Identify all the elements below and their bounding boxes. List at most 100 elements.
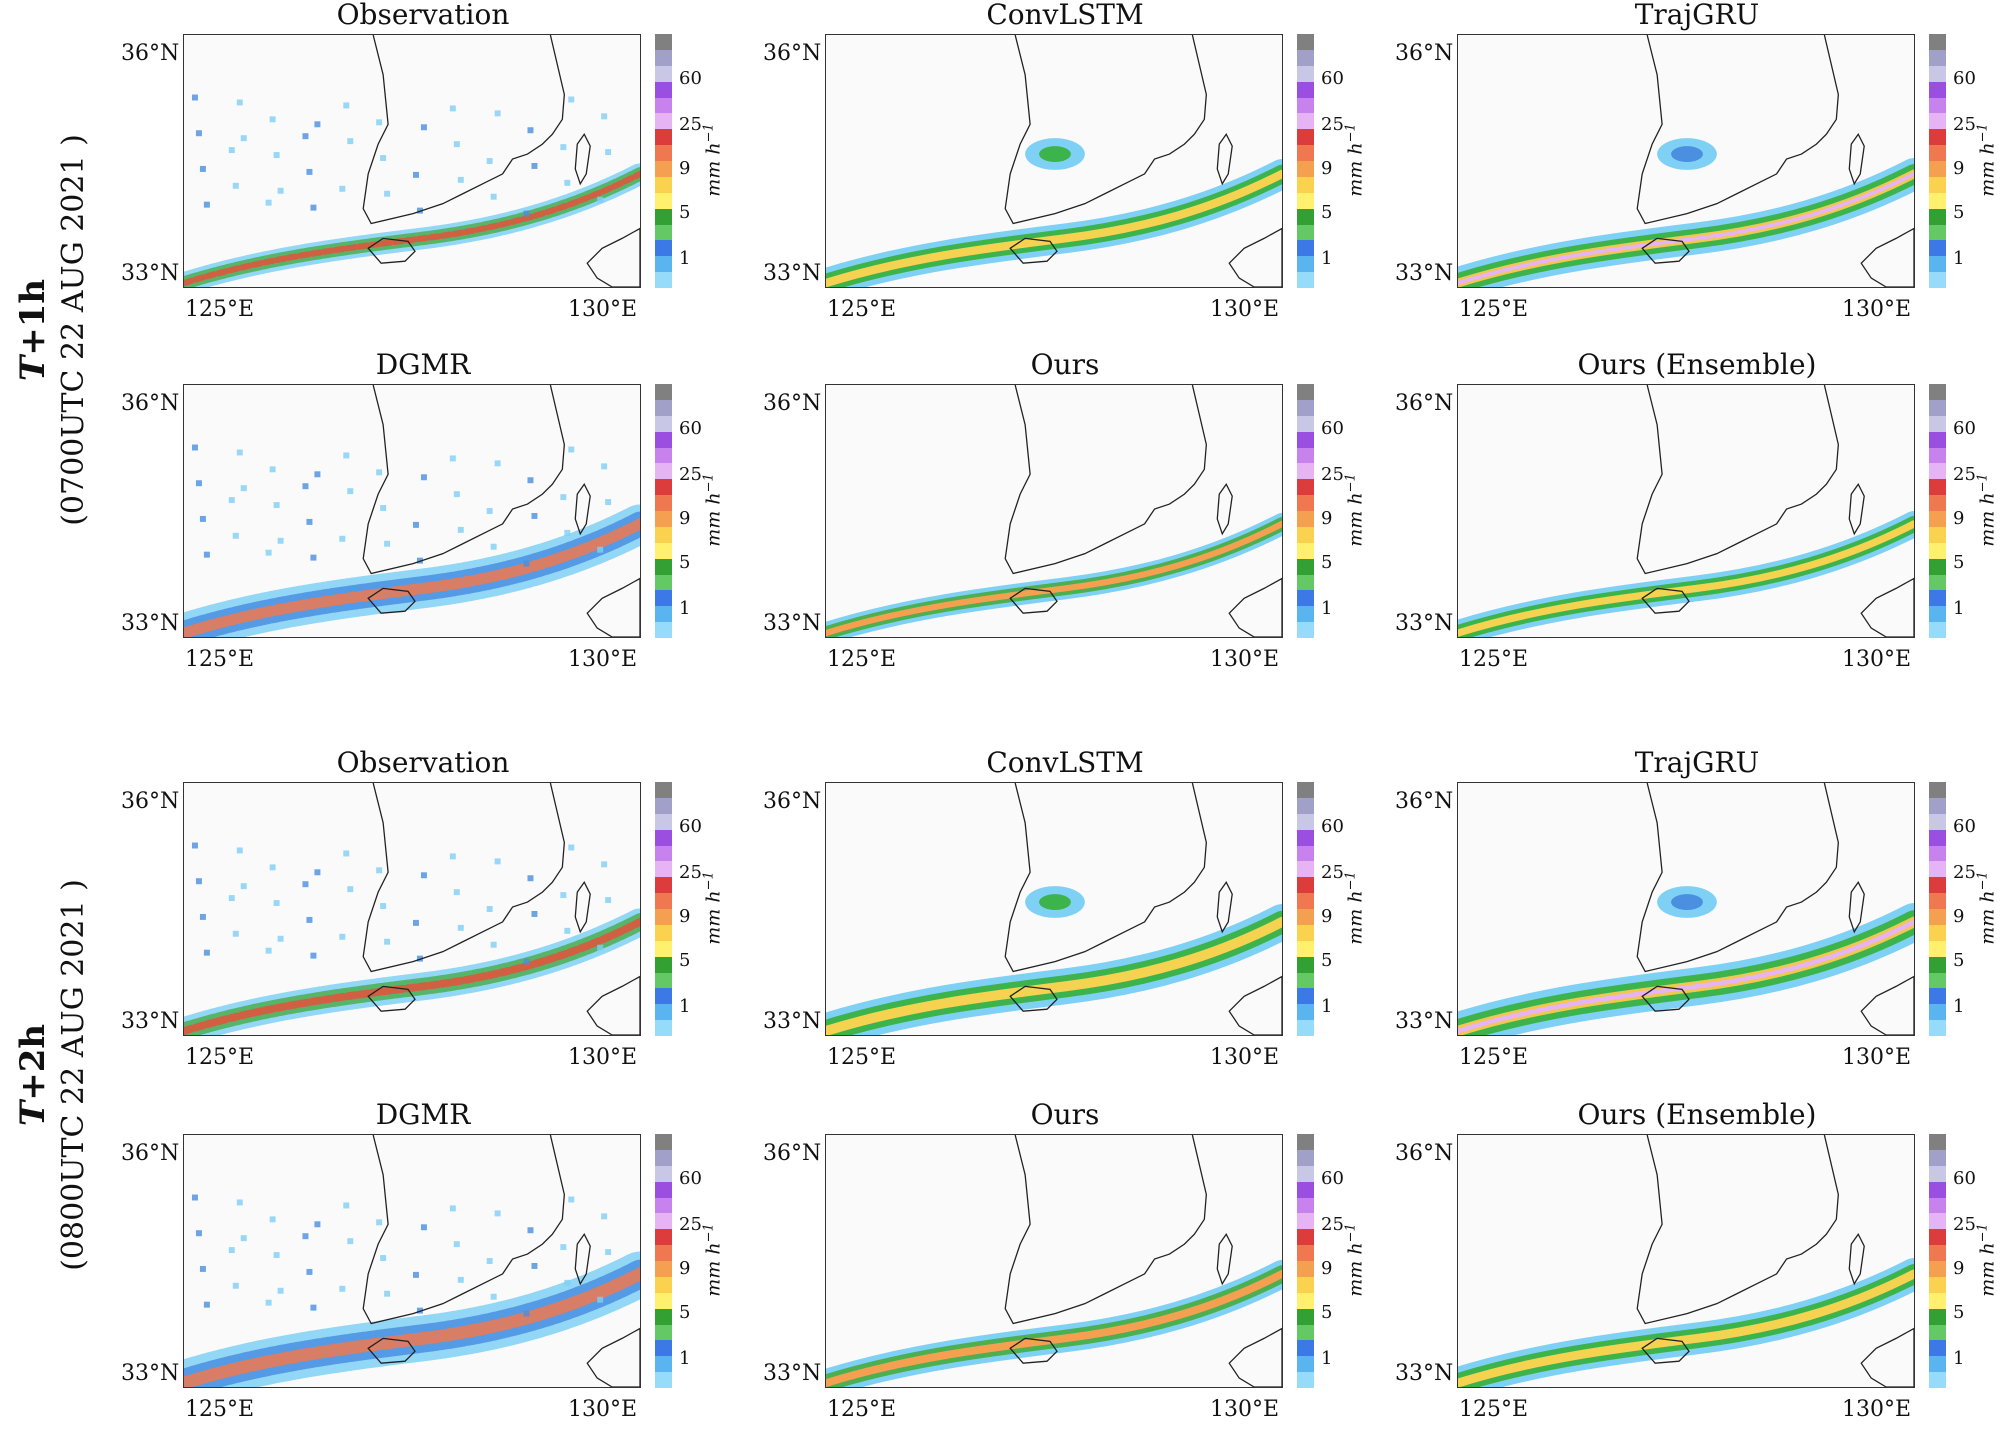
island-outline bbox=[574, 1232, 591, 1286]
rain-pixel bbox=[191, 842, 198, 849]
coastline bbox=[362, 783, 565, 973]
colorbar-label: 1 bbox=[1953, 598, 1965, 619]
colorbar-label: 60 bbox=[679, 68, 702, 89]
lon-tick-west: 125°E bbox=[1459, 297, 1529, 322]
colorbar-label: 5 bbox=[679, 552, 691, 573]
panel-dgmr: DGMR 36°N 33°N 125°E 130°E 60 25 9 5 1 mm h−1 bbox=[121, 350, 743, 680]
colorbar-swatch bbox=[655, 97, 672, 114]
colorbar-swatch bbox=[655, 1197, 672, 1214]
colorbar-swatch bbox=[1929, 813, 1946, 830]
colorbar-label: 1 bbox=[1321, 248, 1333, 269]
rain-pixel bbox=[265, 549, 272, 556]
unit-text: mm h bbox=[702, 1242, 725, 1297]
coastline bbox=[362, 1135, 565, 1325]
colorbar-swatch bbox=[1929, 81, 1946, 98]
colorbar-swatch bbox=[655, 1004, 672, 1021]
colorbar-label: 25 bbox=[1321, 114, 1344, 135]
colorbar-swatch bbox=[655, 1229, 672, 1246]
rain-pixel bbox=[273, 900, 280, 907]
lon-tick-west: 125°E bbox=[827, 1045, 897, 1070]
colorbar-swatch bbox=[1929, 431, 1946, 448]
colorbar-swatch bbox=[1297, 526, 1314, 543]
colorbar-swatch bbox=[1297, 1181, 1314, 1198]
rain-pixel bbox=[376, 469, 383, 476]
coastline bbox=[1004, 1135, 1207, 1325]
precipitation-map bbox=[825, 384, 1283, 638]
colorbar-swatch bbox=[655, 129, 672, 146]
rain-pixel bbox=[601, 463, 608, 470]
rain-band-layer bbox=[826, 169, 1282, 287]
rain-pixel bbox=[486, 1258, 493, 1264]
colorbar-swatch bbox=[1929, 145, 1946, 161]
colorbar-swatch bbox=[655, 176, 672, 193]
lead-letter: T bbox=[13, 355, 53, 382]
unit-text: mm h bbox=[1344, 1242, 1367, 1297]
lon-tick-east: 130°E bbox=[568, 647, 638, 672]
unit-text: mm h bbox=[1344, 492, 1367, 547]
colorbar-swatch bbox=[1297, 893, 1314, 909]
jeju-outline bbox=[1009, 1337, 1058, 1364]
rain-pixel bbox=[420, 872, 427, 879]
lat-tick-north: 36°N bbox=[121, 1141, 180, 1166]
panel-title: TrajGRU bbox=[1634, 0, 1760, 31]
rain-pixel bbox=[605, 149, 612, 156]
colorbar-swatch bbox=[1297, 192, 1314, 209]
unit-exponent: −1 bbox=[1343, 871, 1359, 891]
colorbar-swatch bbox=[1297, 877, 1314, 894]
rain-pixel bbox=[306, 916, 313, 923]
rain-pixel bbox=[302, 881, 309, 888]
colorbar-swatch bbox=[1929, 988, 1946, 1005]
colorbar-swatch bbox=[1929, 256, 1946, 273]
precipitation-map bbox=[183, 384, 641, 638]
island-outline bbox=[1216, 482, 1233, 536]
rain-band-layer bbox=[1458, 1269, 1914, 1387]
colorbar-swatch bbox=[1929, 1134, 1946, 1150]
rain-pixel bbox=[273, 152, 280, 159]
colorbar-swatch bbox=[1297, 208, 1314, 225]
rain-pixel bbox=[199, 165, 206, 172]
colorbar-swatch bbox=[1929, 272, 1946, 288]
panel-title: Ours (Ensemble) bbox=[1577, 348, 1817, 381]
rain-pixel bbox=[523, 958, 530, 965]
unit-text: mm h bbox=[1344, 142, 1367, 197]
rain-pixel bbox=[380, 1255, 387, 1261]
island-outline bbox=[1848, 482, 1865, 536]
lon-tick-west: 125°E bbox=[185, 297, 255, 322]
rain-pixel bbox=[601, 113, 608, 120]
colorbar-swatch bbox=[1929, 845, 1946, 862]
island-outline bbox=[1848, 880, 1865, 934]
rain-pixel bbox=[347, 1238, 354, 1245]
rain-pixel bbox=[236, 1199, 243, 1206]
colorbar-swatch bbox=[655, 256, 672, 273]
colorbar-swatch bbox=[655, 972, 672, 989]
colorbar-swatch bbox=[655, 224, 672, 241]
colorbar-label: 9 bbox=[1953, 1258, 1965, 1279]
rain-pixel bbox=[412, 521, 419, 528]
rain-pixel bbox=[302, 133, 309, 140]
colorbar-label: 9 bbox=[679, 906, 691, 927]
rain-pixel bbox=[273, 502, 280, 509]
rain-pixel bbox=[605, 897, 612, 904]
panel-trajgru: TrajGRU 36°N 33°N 125°E 130°E 60 25 9 5 1 mm h−1 bbox=[1395, 0, 2000, 330]
colorbar-swatch bbox=[655, 526, 672, 543]
colorbar-swatch bbox=[655, 495, 672, 511]
colorbar-label: 25 bbox=[1953, 464, 1976, 485]
colorbar-swatch bbox=[655, 1276, 672, 1293]
colorbar-swatch bbox=[1297, 1356, 1314, 1373]
colorbar-swatch bbox=[1297, 34, 1314, 50]
colorbar-swatch bbox=[1297, 1308, 1314, 1325]
lon-tick-west: 125°E bbox=[1459, 647, 1529, 672]
colorbar-swatch bbox=[1929, 34, 1946, 50]
colorbar-swatch bbox=[1297, 113, 1314, 130]
colorbar-label: 25 bbox=[1953, 114, 1976, 135]
rain-band-layer bbox=[184, 918, 640, 1035]
colorbar bbox=[655, 782, 672, 1036]
rain-pixel bbox=[527, 127, 534, 134]
colorbar-swatch bbox=[655, 861, 672, 878]
rain-pixel bbox=[265, 1299, 272, 1306]
colorbar-swatch bbox=[655, 893, 672, 909]
rain-pixel bbox=[490, 193, 497, 200]
colorbar-swatch bbox=[655, 1292, 672, 1309]
lat-tick-south: 33°N bbox=[763, 261, 822, 286]
jeju-outline bbox=[1009, 237, 1058, 264]
